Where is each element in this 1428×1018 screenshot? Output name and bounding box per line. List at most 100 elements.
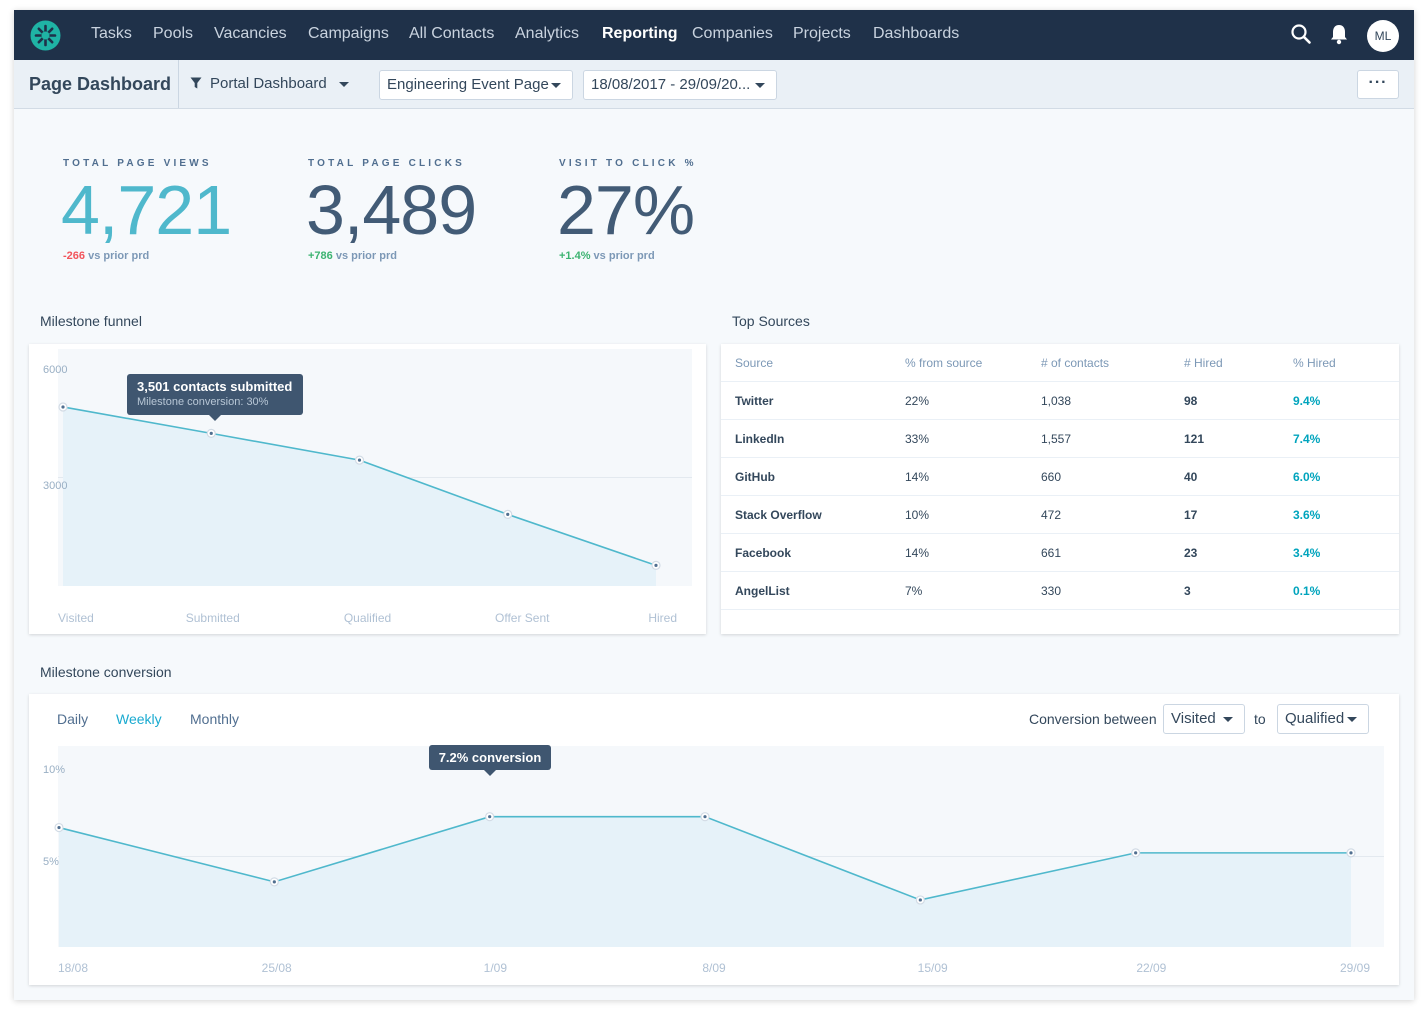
conversion-between-label: Conversion between <box>1029 711 1157 727</box>
source-name: LinkedIn <box>735 432 785 446</box>
delta-suffix: vs prior prd <box>85 250 150 262</box>
chart-point-center <box>703 815 707 819</box>
nav-all-contacts[interactable]: All Contacts <box>409 25 495 42</box>
from-source-cell: 14% <box>905 470 930 484</box>
logo-icon[interactable] <box>30 20 61 51</box>
chevron-down-icon <box>1347 717 1357 722</box>
table-row[interactable]: AngelList 7% 330 3 0.1% <box>721 572 1399 610</box>
hired-percent-cell: 3.6% <box>1293 508 1321 522</box>
contacts-cell: 661 <box>1041 546 1062 560</box>
chart-point-center <box>506 512 510 516</box>
nav-campaigns[interactable]: Campaigns <box>308 25 389 42</box>
nav-projects[interactable]: Projects <box>793 25 851 42</box>
source-name: AngelList <box>735 584 790 598</box>
more-options-button[interactable]: ··· <box>1357 70 1399 99</box>
y-tick-label: 6000 <box>43 364 67 376</box>
x-tick-label: Offer Sent <box>495 611 550 625</box>
chart-point-center <box>1134 851 1138 855</box>
tab-monthly[interactable]: Monthly <box>190 711 240 727</box>
nav-analytics[interactable]: Analytics <box>515 25 580 42</box>
page-title: Page Dashboard <box>29 74 172 94</box>
chart-point-center <box>209 431 213 435</box>
date-range-select[interactable]: 18/08/2017 - 29/09/20... <box>583 70 777 100</box>
contacts-cell: 660 <box>1041 470 1062 484</box>
avatar[interactable]: ML <box>1367 20 1399 52</box>
nav-reporting[interactable]: Reporting <box>602 25 678 42</box>
delta-suffix: vs prior prd <box>332 250 397 262</box>
kpi-label-page-clicks: TOTAL PAGE CLICKS <box>308 158 465 169</box>
from-source-cell: 7% <box>905 584 923 598</box>
page-select[interactable]: Engineering Event Page <box>379 70 573 100</box>
hired-cell: 98 <box>1184 394 1198 408</box>
search-icon[interactable] <box>1290 23 1312 45</box>
conversion-from-select[interactable]: Visited <box>1163 704 1245 734</box>
from-source-cell: 14% <box>905 546 930 560</box>
column-header: % from source <box>905 356 983 370</box>
x-tick-label: 18/08 <box>58 961 88 975</box>
kpi-value-visit-to-click: 27% <box>557 171 695 249</box>
from-source-cell: 33% <box>905 432 930 446</box>
funnel-title: Milestone funnel <box>40 313 142 329</box>
nav-companies[interactable]: Companies <box>692 25 773 42</box>
conversion-tooltip: 7.2% conversion <box>429 745 551 776</box>
delta-value: -266 <box>63 250 86 262</box>
table-row[interactable]: GitHub 14% 660 40 6.0% <box>721 458 1399 496</box>
portal-dashboard-label: Portal Dashboard <box>210 75 327 92</box>
top-sources-title: Top Sources <box>732 313 810 329</box>
column-header: Source <box>735 356 774 370</box>
delta-value: +1.4% <box>559 250 591 262</box>
table-header: Source % from source # of contacts # Hir… <box>721 344 1399 382</box>
hired-cell: 3 <box>1184 584 1191 598</box>
tab-weekly[interactable]: Weekly <box>116 711 162 727</box>
portal-dashboard-dropdown[interactable]: Portal Dashboard <box>190 60 349 108</box>
kpi-delta-page-clicks: +786 vs prior prd <box>308 250 397 262</box>
chevron-down-icon <box>551 83 561 88</box>
table-row[interactable]: LinkedIn 33% 1,557 121 7.4% <box>721 420 1399 458</box>
nav-dashboards[interactable]: Dashboards <box>873 25 960 42</box>
tab-daily[interactable]: Daily <box>57 711 89 727</box>
bell-icon[interactable] <box>1329 23 1349 45</box>
chart-point-center <box>357 458 362 462</box>
kpi-delta-visit-to-click: +1.4% vs prior prd <box>559 250 655 262</box>
x-tick-label: 25/08 <box>262 961 292 975</box>
kpi-value-page-clicks: 3,489 <box>306 171 477 249</box>
x-tick-label: 8/09 <box>702 961 726 975</box>
table-row[interactable]: Twitter 22% 1,038 98 9.4% <box>721 382 1399 420</box>
from-source-cell: 22% <box>905 394 930 408</box>
kpi-value-page-views: 4,721 <box>61 171 232 249</box>
date-range-value: 18/08/2017 - 29/09/20... <box>591 76 751 93</box>
funnel-tooltip-title: 3,501 contacts submitted <box>137 379 293 394</box>
x-tick-label: Qualified <box>344 611 391 625</box>
nav-vacancies[interactable]: Vacancies <box>214 25 287 42</box>
kpi-label-page-views: TOTAL PAGE VIEWS <box>63 158 212 169</box>
y-tick-label: 3000 <box>43 480 67 492</box>
chart-point-center <box>654 563 658 567</box>
delta-value: +786 <box>308 250 333 262</box>
y-tick-label: 10% <box>43 764 65 776</box>
delta-suffix: vs prior prd <box>590 250 655 262</box>
chevron-down-icon <box>1223 717 1233 722</box>
source-name: Twitter <box>735 394 774 408</box>
table-row[interactable]: Stack Overflow 10% 472 17 3.6% <box>721 496 1399 534</box>
conversion-to-select[interactable]: Qualified <box>1277 704 1369 734</box>
x-tick-label: Submitted <box>186 611 240 625</box>
hired-cell: 40 <box>1184 470 1198 484</box>
column-header: # of contacts <box>1041 356 1110 370</box>
x-tick-label: 29/09 <box>1340 961 1370 975</box>
chart-point-center <box>1349 851 1353 855</box>
contacts-cell: 1,557 <box>1041 432 1072 446</box>
contacts-cell: 472 <box>1041 508 1062 522</box>
kpi-label-visit-to-click: VISIT TO CLICK % <box>559 158 697 169</box>
page-header: Page Dashboard Portal Dashboard Engineer… <box>14 60 1414 109</box>
table-row[interactable]: Facebook 14% 661 23 3.4% <box>721 534 1399 572</box>
hired-cell: 23 <box>1184 546 1198 560</box>
kpi-delta-page-views: -266 vs prior prd <box>63 250 149 262</box>
nav-pools[interactable]: Pools <box>153 25 194 42</box>
source-name: GitHub <box>735 470 775 484</box>
page-select-value: Engineering Event Page <box>387 76 549 93</box>
nav-tasks[interactable]: Tasks <box>91 25 132 42</box>
top-navigation: Tasks Pools Vacancies Campaigns All Cont… <box>14 10 1414 60</box>
hired-percent-cell: 3.4% <box>1293 546 1321 560</box>
hired-percent-cell: 0.1% <box>1293 584 1321 598</box>
x-tick-label: 15/09 <box>918 961 948 975</box>
